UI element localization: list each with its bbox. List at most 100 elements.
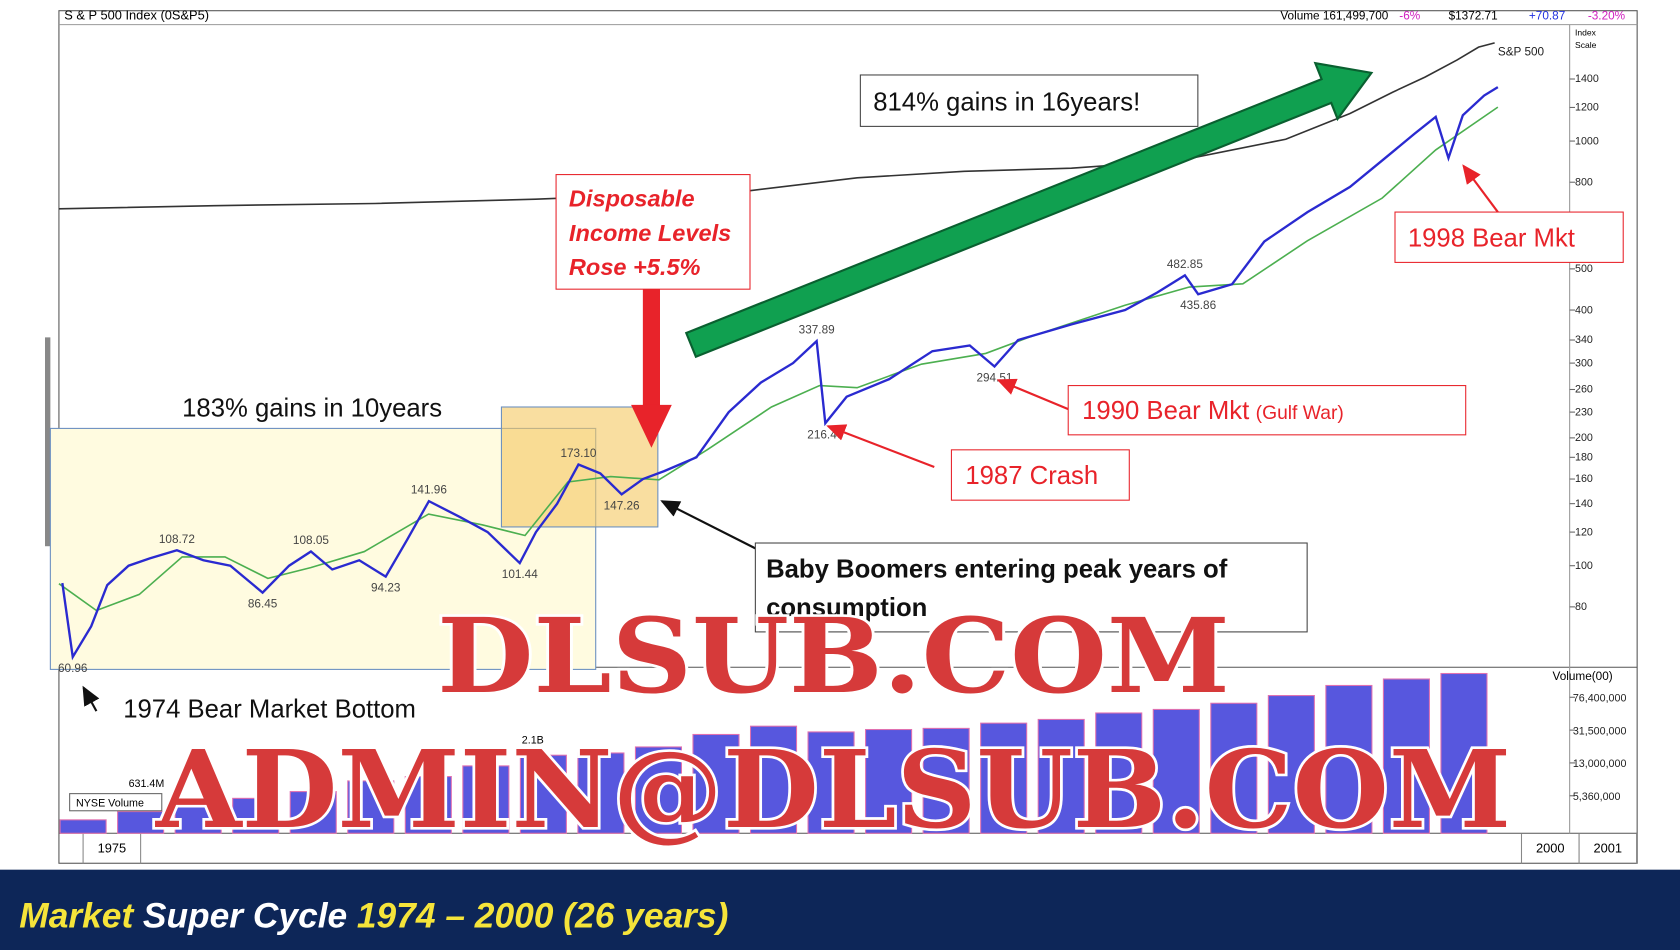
value-label: 94.23 [371, 582, 401, 595]
callout-text: 183% gains in 10years [182, 395, 442, 423]
y-tick-label: 230 [1575, 406, 1593, 418]
callout-text: 1990 Bear Mkt (Gulf War) [1082, 397, 1344, 425]
volume-bar [1152, 708, 1200, 834]
y-tick-label: 76,400,000 [1573, 693, 1627, 705]
arrow [826, 424, 935, 468]
volume-bar [289, 791, 337, 834]
watermark: ADMIN@DLSUB.COM [155, 727, 1511, 853]
value-label: 108.72 [159, 533, 195, 546]
value-label: 435.86 [1180, 299, 1216, 312]
y-tick-label: 31,500,000 [1573, 725, 1627, 737]
volume-bar [1325, 684, 1373, 834]
callout-text: Disposable [569, 186, 695, 212]
volume-bar [462, 765, 510, 834]
down-arrow-head [631, 404, 672, 448]
footer-title: Market Super Cycle 1974 – 2000 (26 years) [19, 897, 728, 936]
arrow [996, 378, 1069, 411]
volume-bar [865, 728, 913, 834]
value-label: 60.96 [58, 662, 88, 675]
callout-text: Baby Boomers entering peak years of [766, 555, 1228, 583]
y-tick-label: 340 [1575, 334, 1593, 346]
header-volume-change: -6% [1399, 9, 1420, 22]
price-line [61, 86, 1499, 661]
callout-box [859, 74, 1199, 127]
volume-bar [1382, 678, 1430, 834]
y-tick-label: 120 [1575, 526, 1593, 538]
volume-annotation: 631.4M [129, 778, 165, 790]
value-label: 101.44 [502, 568, 538, 581]
volume-annotation: 2.1B [522, 734, 544, 746]
footer-text: Market [19, 897, 134, 936]
header-change-pct: -3.20% [1588, 9, 1626, 22]
value-label: 482.85 [1167, 258, 1203, 271]
volume-bar [117, 811, 165, 834]
volume-bar [807, 731, 855, 834]
value-label: 147.26 [604, 499, 640, 512]
footer-bar [0, 869, 1680, 950]
value-label: 141.96 [411, 484, 447, 497]
callout-text: 1990 Bear Mkt [1082, 397, 1249, 425]
footer-text: 1974 – 2000 (26 years) [357, 897, 728, 936]
y-tick-label: 400 [1575, 304, 1593, 316]
y-tick-label: 1000 [1575, 135, 1599, 147]
trend-arrow [684, 61, 1374, 359]
volume-bar [980, 722, 1028, 834]
volume-bar [404, 776, 452, 834]
callout-text: consumption [766, 594, 927, 622]
volume-bar [519, 754, 567, 834]
y-tick-label: 300 [1575, 357, 1593, 369]
volume-bar [692, 733, 740, 834]
y-tick-label: 200 [1575, 432, 1593, 444]
highlight-box [500, 406, 659, 528]
side-bar [45, 337, 51, 547]
volume-title: Volume(00) [1553, 670, 1613, 683]
volume-bar [347, 780, 395, 834]
volume-bar [174, 806, 222, 834]
value-label: 86.45 [248, 598, 278, 611]
legend-label: NYSE Volume [76, 797, 144, 809]
y-tick-label: 5,360,000 [1573, 791, 1621, 803]
callout-text: 814% gains in 16years! [873, 88, 1140, 116]
callout-box [555, 174, 751, 290]
callout-text: Rose +5.5% [569, 254, 701, 280]
y-tick-label: 140 [1575, 498, 1593, 510]
value-label: 294.51 [976, 372, 1012, 385]
volume-bar [577, 752, 625, 834]
x-tick-label: 1975 [98, 841, 127, 856]
watermark: DLSUB.COM [437, 596, 1230, 717]
volume-bar [1037, 718, 1085, 834]
callout-box [1067, 385, 1467, 436]
y-tick-label: 180 [1575, 452, 1593, 464]
plot: 80 100 120 140 160 180 200 230 260 300 340 400 500 80… [58, 46, 1638, 864]
chart-title: S & P 500 Index (0S&P5) [64, 7, 209, 22]
value-label: 337.89 [799, 324, 835, 337]
callout-box [754, 542, 1308, 633]
callout-box [950, 449, 1130, 501]
volume-bar [1440, 672, 1488, 834]
footer-text: Super Cycle [143, 897, 347, 936]
down-arrow [642, 287, 660, 407]
axis-title: Index [1575, 27, 1597, 37]
x-tick-label: 2001 [1594, 841, 1623, 856]
volume-bar [922, 727, 970, 834]
callout-text: Income Levels [569, 220, 731, 246]
volume-bar [59, 819, 107, 834]
arrow [1462, 164, 1499, 213]
y-tick-label: 800 [1575, 176, 1593, 188]
volume-bar [1267, 695, 1315, 834]
volume-bar [749, 725, 798, 834]
volume-bar [634, 746, 683, 834]
moving-average-line [58, 106, 1499, 612]
callout-text: 1998 Bear Mkt [1408, 224, 1575, 252]
header-change: +70.87 [1529, 9, 1565, 22]
y-tick-label: 100 [1575, 560, 1593, 572]
volume-bar [232, 797, 280, 834]
y-tick-label: 80 [1575, 601, 1587, 613]
callout-box [1394, 211, 1624, 263]
y-tick-label: 260 [1575, 384, 1593, 396]
arrow [660, 500, 756, 550]
axis-title: Scale [1575, 40, 1597, 50]
relative-strength-line [58, 42, 1495, 210]
header-price: $1372.71 [1449, 9, 1498, 22]
